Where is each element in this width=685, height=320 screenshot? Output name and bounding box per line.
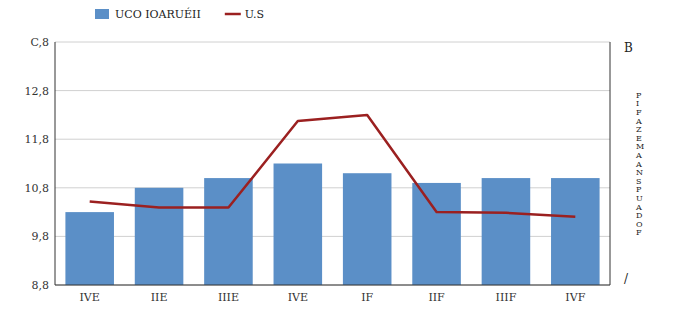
y-tick-label: C,8 (30, 36, 49, 49)
annotation: / (624, 272, 629, 286)
x-tick-label: IVE (80, 291, 100, 304)
bar (412, 183, 461, 285)
legend-swatch (225, 13, 241, 16)
legend-swatch (95, 9, 109, 19)
bar (343, 173, 392, 285)
chart: 8,8 9,8 10,8 11,8 12,8 C,8 IVE IIE IIIE IVE IF IIF I… (0, 0, 685, 320)
grid-line (55, 42, 610, 43)
line (90, 115, 576, 217)
bar (551, 178, 600, 285)
bar (135, 188, 184, 285)
x-tick-label: IVE (288, 291, 308, 304)
x-tick-label: IVF (565, 291, 585, 304)
annotation-line: F (636, 228, 642, 237)
x-tick-label: IIE (151, 291, 168, 304)
bar (204, 178, 253, 285)
bar (274, 164, 323, 286)
grid-line (55, 139, 610, 140)
legend-label: U.S (245, 8, 264, 21)
x-tick-label: IIIE (218, 291, 239, 304)
legend-label: UCO IOARUÉII (115, 7, 201, 21)
x-tick-label: IIF (428, 291, 445, 304)
annotation: B (624, 41, 633, 55)
x-axis-line (55, 285, 610, 286)
grid-line (55, 90, 610, 91)
bar (482, 178, 531, 285)
y-tick-label: 8,8 (32, 279, 50, 292)
grid-line (55, 285, 610, 286)
x-tick-label: IIIF (496, 291, 517, 304)
annotation: PIFAZEMAANSPUADOF (635, 91, 644, 238)
legend: UCO IOARUÉII U.S (95, 7, 264, 21)
y-axis: 8,8 9,8 10,8 11,8 12,8 C,8 (25, 36, 611, 292)
y-tick-label: 11,8 (25, 133, 50, 146)
y-tick-label: 10,8 (25, 182, 50, 195)
x-tick-label: IF (361, 291, 373, 304)
marks (65, 115, 599, 285)
y-tick-label: 12,8 (25, 85, 50, 98)
y2-axis-line (610, 42, 611, 285)
bar (65, 212, 114, 285)
y-tick-label: 9,8 (32, 230, 50, 243)
y-axis-line (55, 42, 56, 285)
